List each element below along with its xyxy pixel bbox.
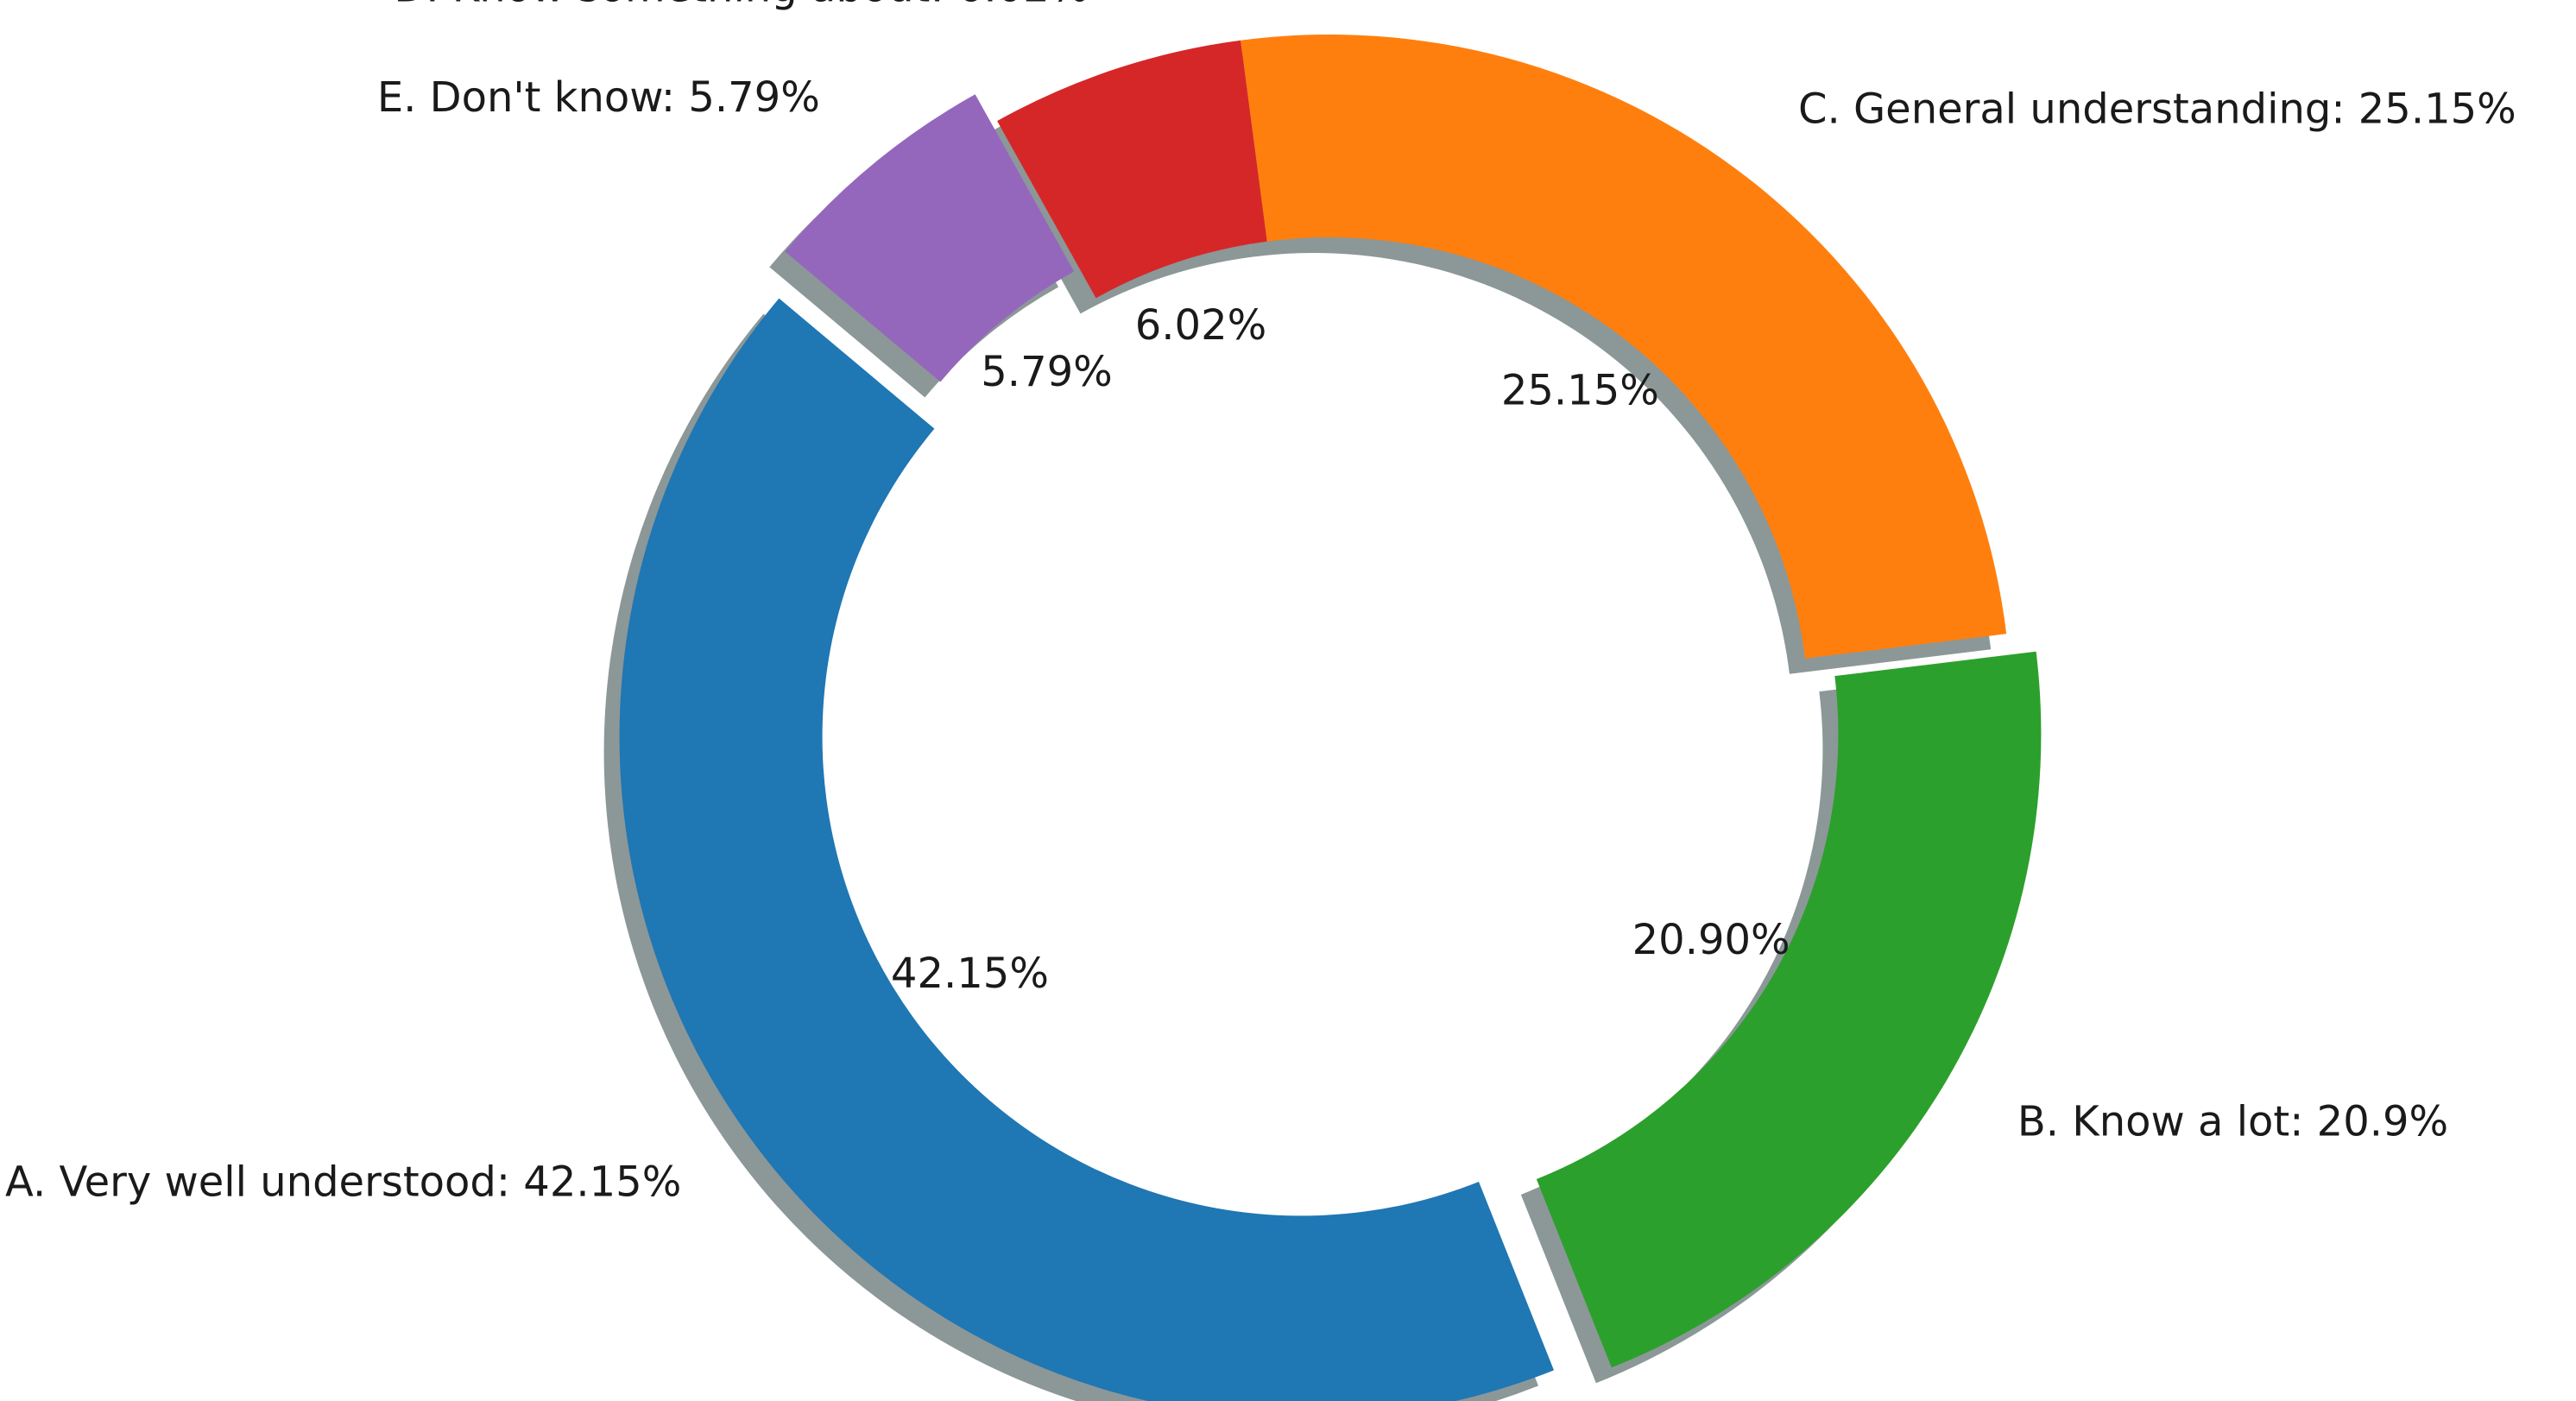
wedge-c-general-understanding bbox=[1241, 35, 2007, 659]
wedge-a-very-well-understood bbox=[619, 298, 1554, 1401]
label-layer: 42.15% A. Very well understood: 42.15% 20.… bbox=[5, 0, 2516, 1207]
category-label-a-very-well-understood: A. Very well understood: 42.15% bbox=[5, 1158, 681, 1207]
percent-label-a-very-well-understood: 42.15% bbox=[891, 950, 1049, 998]
category-label-b-know-a-lot: B. Know a lot: 20.9% bbox=[2017, 1097, 2448, 1145]
percent-label-e-don-t-know: 5.79% bbox=[981, 348, 1112, 396]
percent-label-b-know-a-lot: 20.90% bbox=[1632, 916, 1790, 964]
percent-label-d-know-something-about: 6.02% bbox=[1135, 301, 1266, 350]
wedge-e-don-t-know bbox=[785, 94, 1075, 382]
wedge-layer bbox=[619, 35, 2042, 1401]
category-label-c-general-understanding: C. General understanding: 25.15% bbox=[1798, 85, 2516, 133]
percent-label-c-general-understanding: 25.15% bbox=[1501, 366, 1659, 414]
category-label-e-don-t-know: E. Don't know: 5.79% bbox=[377, 73, 820, 122]
wedge-d-know-something-about bbox=[997, 40, 1267, 299]
wedge-b-know-a-lot bbox=[1536, 651, 2042, 1368]
category-label-d-know-something-about: D. Know something about: 6.02% bbox=[394, 0, 1089, 12]
